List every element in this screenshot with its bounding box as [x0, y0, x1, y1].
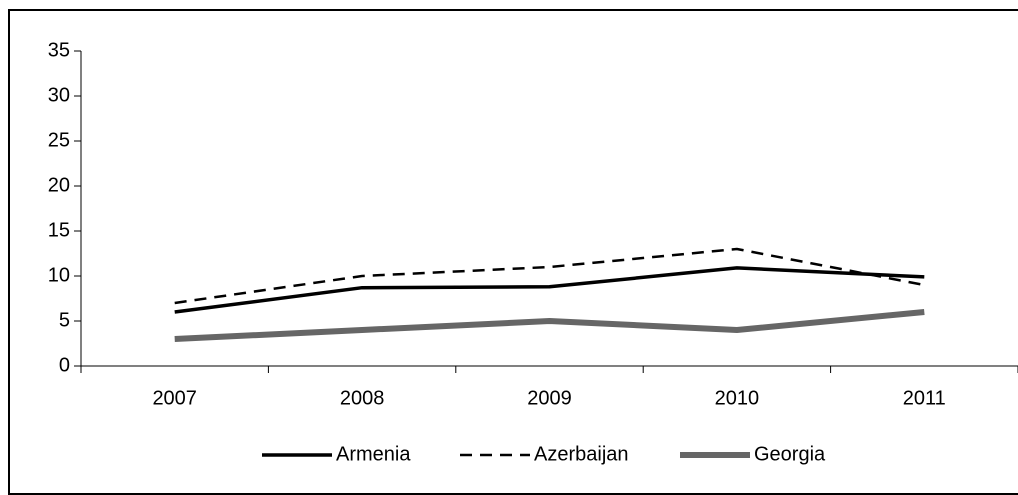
y-tick-label: 30	[48, 84, 70, 106]
legend-label: Armenia	[336, 443, 411, 465]
series-line	[174, 309, 925, 342]
y-tick-label: 5	[59, 309, 70, 331]
legend-label: Georgia	[754, 443, 826, 465]
x-tick-label: 2007	[152, 387, 197, 409]
x-tick-label: 2010	[715, 387, 760, 409]
x-tick-label: 2009	[527, 387, 572, 409]
x-tick-label: 2008	[340, 387, 385, 409]
legend-label: Azerbaijan	[534, 443, 629, 465]
chart-frame	[8, 9, 1018, 495]
y-tick-label: 0	[59, 354, 70, 376]
series-line	[174, 247, 925, 305]
y-tick-label: 20	[48, 174, 70, 196]
y-tick-label: 25	[48, 129, 70, 151]
y-tick-label: 10	[48, 264, 70, 286]
y-tick-label: 15	[48, 219, 70, 241]
y-tick-label: 35	[48, 39, 70, 61]
series-line	[174, 266, 925, 314]
x-tick-label: 2011	[903, 387, 946, 409]
